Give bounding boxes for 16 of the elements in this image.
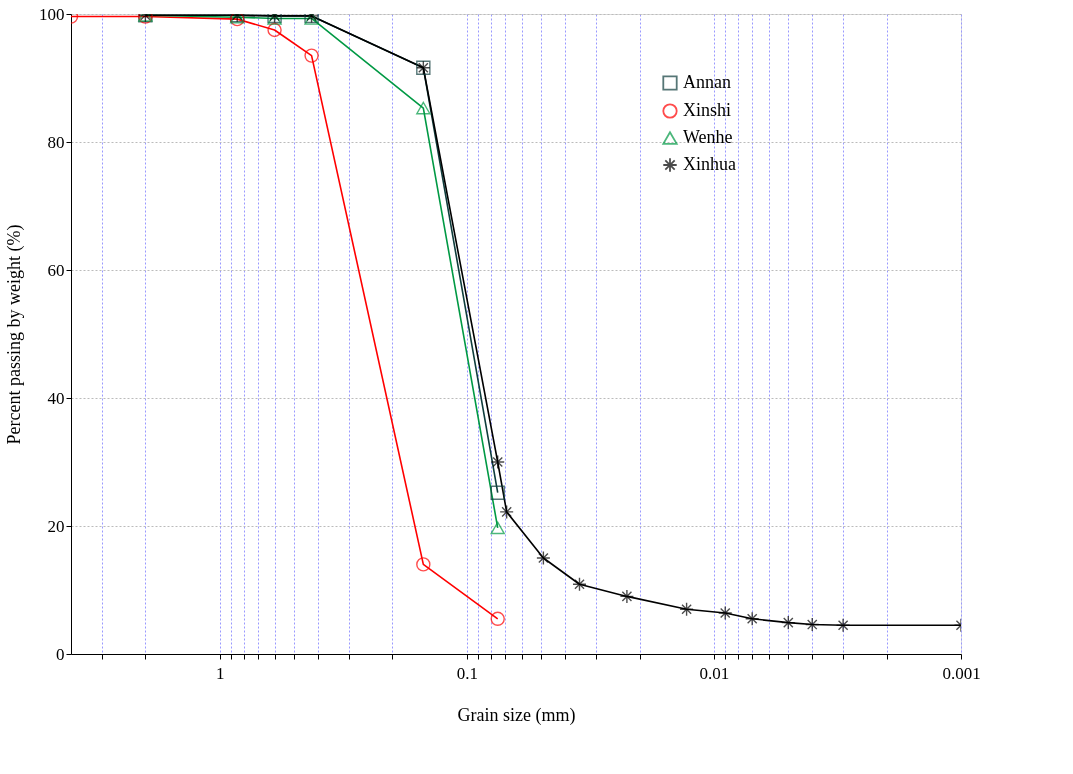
- y-axis-title: Percent passing by weight (%): [4, 224, 25, 445]
- y-tick-label: 20: [47, 516, 65, 536]
- y-tick-label: 60: [47, 260, 65, 280]
- legend-label: Wenhe: [683, 127, 733, 147]
- legend-label: Annan: [683, 72, 731, 92]
- legend-label: Xinshi: [683, 100, 732, 120]
- y-tick-label: 0: [56, 644, 65, 664]
- y-tick-label: 80: [47, 132, 65, 152]
- x-tick-label: 1: [216, 663, 225, 683]
- x-tick-label: 0.1: [456, 663, 478, 683]
- x-tick-label: 0.001: [942, 663, 981, 683]
- y-tick-label: 100: [39, 4, 65, 24]
- x-axis-title: Grain size (mm): [457, 704, 576, 726]
- y-tick-label: 40: [47, 388, 65, 408]
- x-tick-label: 0.01: [699, 663, 730, 683]
- legend-label: Xinhua: [683, 154, 736, 174]
